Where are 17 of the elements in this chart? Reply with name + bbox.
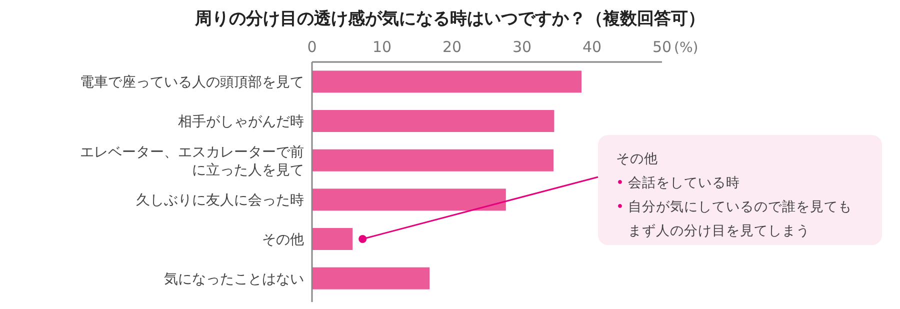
chart-title: 周りの分け目の透け感が気になる時はいつですか？（複数回答可） [194,9,705,29]
annotation: その他 [616,151,658,167]
x-axis-title: (%) [674,40,698,56]
y-tick-label: 相手がしゃがんだ時 [178,114,304,130]
annotation: • 会話をしている時 [616,175,740,191]
y-tick-label: その他 [262,232,304,248]
x-tick-label: 20 [442,38,462,56]
x-tick-label: 40 [582,38,602,56]
y-tick-label: 気になったことはない [164,271,304,288]
y-tick-label: エレベーター、エスカレーターで前に立った人を見て [80,144,304,178]
x-tick-label: 10 [372,38,392,56]
y-tick-label: 電車で座っている人の頭頂部を見て [80,74,304,91]
x-tick-label: 0 [307,38,317,56]
x-tick-label: 30 [512,38,532,56]
annotation: • 自分が気にしているので誰を見てもまず人の分け目を見てしまう [616,199,852,239]
y-tick-label: 久しぶりに友人に会った時 [136,192,304,209]
x-tick-label: 50 [652,38,672,56]
